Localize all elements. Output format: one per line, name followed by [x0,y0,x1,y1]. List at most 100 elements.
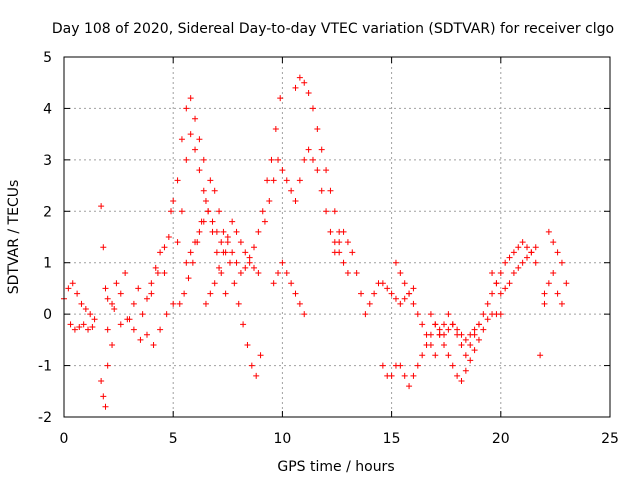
data-point [344,270,351,276]
data-point [454,372,461,379]
data-point [213,249,220,256]
data-point [233,259,240,266]
data-point [251,244,258,251]
data-point [246,254,253,261]
data-point [410,300,417,307]
data-point [196,136,203,143]
data-point [445,326,452,333]
data-point [148,280,155,287]
data-point [170,300,177,307]
data-point [340,228,347,235]
data-point [163,311,170,318]
data-point [91,316,98,323]
data-point [157,249,164,256]
data-point [515,244,522,251]
data-point [493,280,500,287]
data-point [292,290,299,297]
data-point [251,264,258,271]
data-point [410,285,417,292]
data-point [255,228,262,235]
data-point [109,342,116,348]
data-point [484,300,491,307]
data-point [436,326,443,333]
data-point [218,270,225,276]
data-point [558,300,565,307]
data-point [143,331,150,338]
data-point [414,311,421,318]
data-point [301,156,308,163]
data-point [117,290,124,297]
data-point [449,321,456,328]
data-point [111,306,118,312]
data-point [441,342,448,348]
data-point [277,95,284,102]
data-point [519,259,526,266]
data-point [154,270,161,276]
grid-lines [64,57,610,417]
data-point [344,239,351,246]
data-point [449,362,456,369]
data-point [220,249,227,256]
y-tick-label: 5 [43,50,52,66]
data-point [104,362,111,369]
data-point [454,326,461,333]
data-point [170,198,177,204]
data-point [506,280,513,287]
data-point [104,295,111,302]
data-point [292,198,299,204]
data-point [216,208,223,215]
data-point [216,264,223,271]
x-tick-label: 5 [169,431,178,447]
data-point [301,79,308,86]
data-point [209,218,216,225]
data-point [220,228,227,235]
data-point [152,264,159,271]
data-point [397,300,404,307]
data-point [237,270,244,276]
data-point [205,208,212,215]
x-axis-label: GPS time / hours [277,459,394,475]
data-point [178,136,185,143]
data-point [458,331,465,338]
data-point [327,187,334,194]
data-point [283,177,290,184]
data-point [445,311,452,318]
data-point [554,290,561,297]
y-tick-label: 1 [43,256,52,272]
data-point [371,290,378,297]
data-point [279,259,286,266]
data-point [318,187,325,194]
data-point [257,352,264,359]
data-point [524,244,531,251]
data-point [497,311,504,318]
data-point [183,259,190,266]
data-point [432,321,439,328]
data-point [226,259,233,266]
data-point [192,115,199,122]
data-point [102,403,109,410]
data-point [259,208,266,215]
data-point [178,208,185,215]
data-point [135,285,142,292]
data-point [275,156,282,163]
data-point [401,372,408,379]
data-point [392,295,399,302]
data-point [392,259,399,266]
x-tick-label: 10 [273,431,291,447]
data-point [139,311,146,318]
data-point [202,300,209,307]
data-point [502,259,509,266]
data-point [288,280,295,287]
data-point [563,280,570,287]
data-point [65,285,72,292]
data-point [541,300,548,307]
data-point [255,270,262,276]
data-point [124,316,131,323]
data-point [545,280,552,287]
data-point [80,321,87,328]
data-point [150,342,157,348]
data-point [213,228,220,235]
data-point [98,378,105,384]
data-point [550,239,557,246]
data-point [67,321,74,328]
